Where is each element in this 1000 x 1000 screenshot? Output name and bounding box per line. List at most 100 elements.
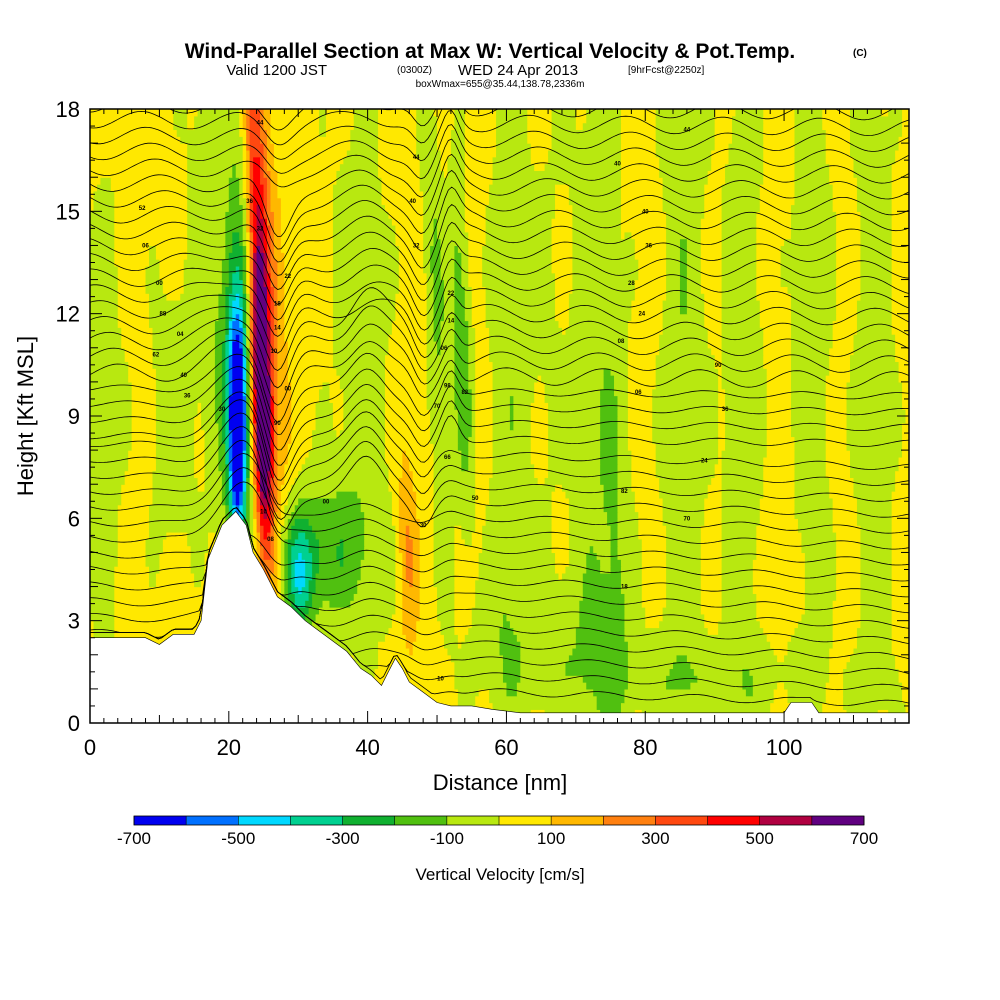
velocity-cell	[471, 538, 483, 547]
velocity-cell	[850, 109, 882, 117]
velocity-cell	[398, 531, 407, 540]
velocity-cell	[902, 682, 909, 690]
velocity-cell	[322, 600, 331, 608]
velocity-cell	[454, 381, 469, 390]
velocity-cell	[246, 375, 251, 383]
velocity-cell	[298, 531, 306, 540]
velocity-cell	[773, 688, 789, 697]
velocity-cell	[90, 286, 119, 294]
velocity-cell	[155, 450, 195, 458]
velocity-cell	[90, 600, 115, 608]
velocity-cell	[794, 109, 823, 117]
velocity-cell	[90, 231, 115, 240]
velocity-cell	[489, 477, 539, 485]
velocity-cell	[277, 545, 282, 554]
velocity-cell	[232, 484, 244, 492]
velocity-cell	[260, 545, 265, 554]
velocity-cell	[666, 566, 702, 574]
velocity-cell	[263, 190, 268, 199]
velocity-cell	[218, 436, 223, 444]
velocity-cell	[475, 463, 494, 472]
velocity-cell	[572, 211, 622, 219]
velocity-cell	[662, 518, 705, 526]
velocity-cell	[679, 300, 688, 308]
velocity-cell	[492, 463, 535, 472]
velocity-cell	[395, 579, 403, 588]
velocity-cell	[846, 422, 903, 431]
velocity-cell	[273, 252, 285, 260]
velocity-cell	[489, 197, 556, 206]
velocity-cell	[280, 491, 289, 499]
subtitle-box: boxWmax=655@35.44,138.78,2336m	[416, 79, 585, 90]
velocity-cell	[228, 381, 233, 390]
velocity-cell	[426, 368, 455, 376]
velocity-cell	[110, 184, 188, 192]
velocity-cell	[891, 170, 909, 178]
velocity-cell	[732, 129, 764, 137]
velocity-cell	[718, 422, 726, 431]
velocity-cell	[797, 525, 834, 533]
velocity-cell	[90, 463, 129, 472]
velocity-cell	[204, 456, 219, 465]
velocity-cell	[260, 115, 265, 124]
velocity-cell	[360, 497, 393, 506]
velocity-cell	[416, 497, 435, 506]
velocity-cell	[832, 204, 858, 212]
velocity-cell	[187, 197, 230, 206]
velocity-cell	[409, 463, 435, 472]
velocity-cell	[273, 511, 282, 519]
velocity-cell	[319, 552, 337, 560]
velocity-cell	[891, 579, 909, 588]
velocity-cell	[759, 504, 796, 513]
velocity-cell	[270, 347, 275, 356]
velocity-cell	[895, 149, 909, 158]
velocity-cell	[627, 661, 674, 670]
velocity-cell	[228, 436, 233, 444]
colorbar-label: -500	[221, 829, 255, 848]
velocity-cell	[489, 334, 629, 342]
velocity-cell	[794, 190, 834, 199]
velocity-cell	[405, 552, 414, 560]
velocity-cell	[433, 511, 476, 519]
velocity-cell	[280, 586, 285, 594]
velocity-cell	[256, 231, 265, 240]
velocity-cell	[256, 279, 265, 287]
velocity-cell	[308, 627, 390, 635]
velocity-cell	[617, 552, 643, 560]
velocity-cell	[260, 456, 272, 465]
velocity-cell	[426, 306, 435, 315]
velocity-cell	[492, 375, 539, 383]
velocity-cell	[249, 197, 254, 206]
velocity-cell	[797, 518, 834, 526]
velocity-cell	[90, 354, 126, 363]
velocity-cell	[228, 354, 233, 363]
velocity-cell	[284, 552, 289, 560]
velocity-cell	[270, 381, 275, 390]
velocity-cell	[249, 368, 254, 376]
velocity-cell	[90, 497, 122, 506]
velocity-cell	[433, 300, 445, 308]
velocity-cell	[850, 354, 896, 363]
velocity-cell	[270, 477, 275, 485]
velocity-cell	[794, 122, 823, 131]
velocity-cell	[485, 231, 553, 240]
velocity-cell	[246, 231, 251, 240]
velocity-cell	[416, 620, 442, 629]
velocity-cell	[759, 313, 792, 322]
velocity-cell	[433, 538, 455, 547]
velocity-cell	[471, 402, 476, 410]
velocity-cell	[718, 436, 726, 444]
velocity-cell	[225, 511, 230, 519]
velocity-cell	[891, 572, 909, 581]
velocity-cell	[270, 272, 278, 281]
velocity-cell	[218, 443, 226, 451]
velocity-cell	[825, 695, 844, 704]
velocity-cell	[155, 422, 195, 431]
velocity-cell	[853, 340, 896, 349]
velocity-cell	[850, 375, 900, 383]
velocity-cell	[266, 265, 272, 274]
velocity-cell	[187, 538, 209, 547]
velocity-cell	[228, 477, 233, 485]
velocity-cell	[617, 429, 629, 438]
velocity-cell	[263, 163, 268, 171]
